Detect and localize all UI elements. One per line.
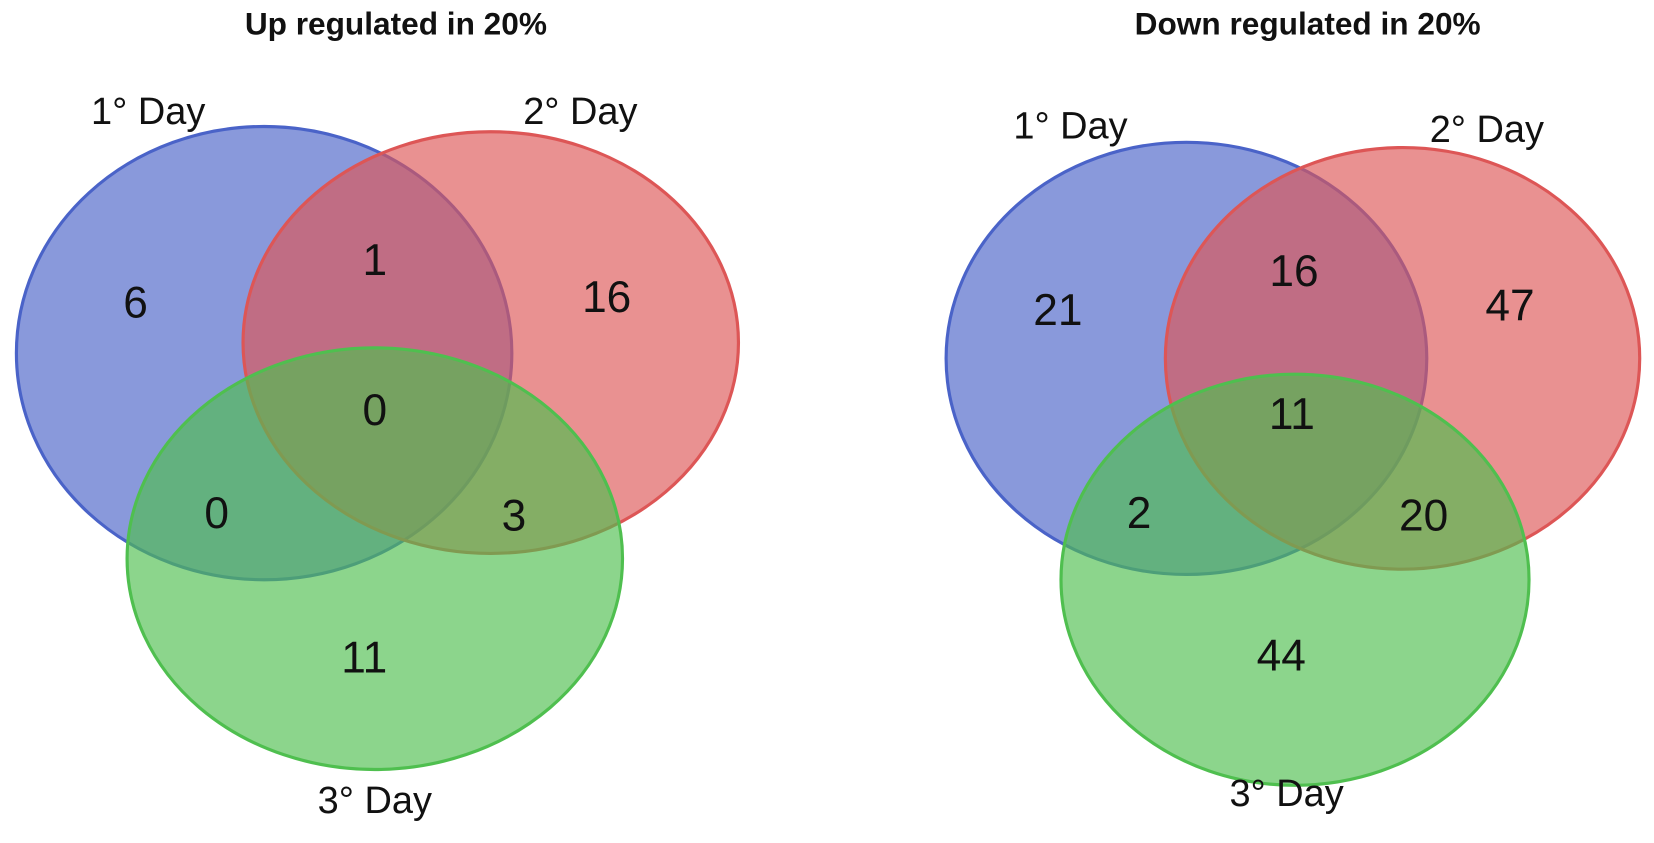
region-count: 11 <box>341 634 387 683</box>
region-count: 0 <box>362 386 387 435</box>
region-count: 1 <box>362 236 387 285</box>
region-count: 16 <box>582 273 631 322</box>
region-count: 47 <box>1485 282 1534 331</box>
region-count: 20 <box>1399 491 1448 540</box>
region-count: 2 <box>1127 489 1152 538</box>
set-circle <box>1059 372 1531 787</box>
set-label: 1° Day <box>91 91 205 133</box>
set-label: 2° Day <box>1430 109 1544 151</box>
region-count: 44 <box>1257 631 1306 680</box>
set-circle <box>125 346 625 772</box>
region-count: 21 <box>1033 286 1082 335</box>
set-label: 3° Day <box>1229 773 1343 815</box>
region-count: 6 <box>123 278 148 327</box>
set-label: 3° Day <box>318 780 432 822</box>
region-count: 16 <box>1269 247 1318 296</box>
chart-title: Up regulated in 20% <box>245 6 547 42</box>
region-count: 11 <box>1269 390 1315 439</box>
set-label: 2° Day <box>523 91 637 133</box>
set-label: 1° Day <box>1013 106 1127 148</box>
chart-title: Down regulated in 20% <box>1135 6 1481 42</box>
region-count: 3 <box>502 491 527 540</box>
region-count: 0 <box>204 489 229 538</box>
